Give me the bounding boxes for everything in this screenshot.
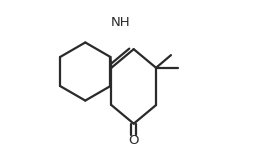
Text: O: O [129,134,139,147]
Text: NH: NH [111,16,131,29]
